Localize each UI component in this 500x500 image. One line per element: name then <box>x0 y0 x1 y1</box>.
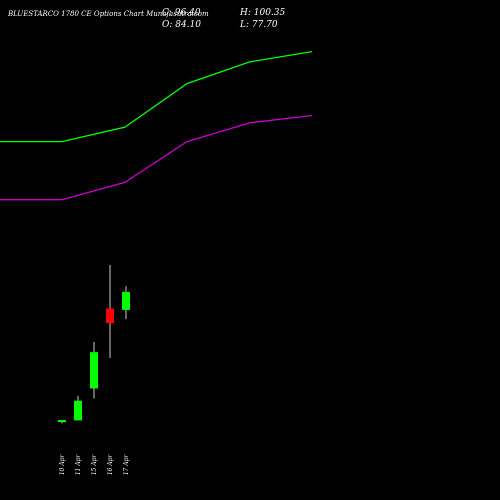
open-value: O: 84.10 <box>162 20 202 30</box>
chart-title: BLUESTARCO 1780 CE Options Chart Munafas… <box>8 10 209 18</box>
high-value: H: 100.35 <box>240 8 286 18</box>
close-value: C: 96.40 <box>162 8 201 18</box>
candle-body <box>58 420 66 423</box>
low-value: L: 77.70 <box>240 20 278 30</box>
bands-layer <box>0 50 313 201</box>
candle-body <box>74 400 82 421</box>
candle-body <box>90 352 98 389</box>
candle-body <box>106 308 114 324</box>
candle-body <box>122 292 130 310</box>
x-tick-label: 17 Apr <box>123 454 130 476</box>
candles-layer <box>58 265 130 424</box>
x-tick-label: 10 Apr <box>59 454 66 476</box>
x-tick-label: 11 Apr <box>75 454 82 476</box>
upper-band-line <box>0 50 313 143</box>
chart-header: BLUESTARCO 1780 CE Options Chart Munafas… <box>0 6 500 42</box>
lower-band-line <box>0 114 313 201</box>
x-tick-label: 16 Apr <box>107 454 114 476</box>
x-axis-labels: 10 Apr 11 Apr 15 Apr 16 Apr 17 Apr <box>59 454 130 476</box>
x-tick-label: 15 Apr <box>91 454 98 476</box>
